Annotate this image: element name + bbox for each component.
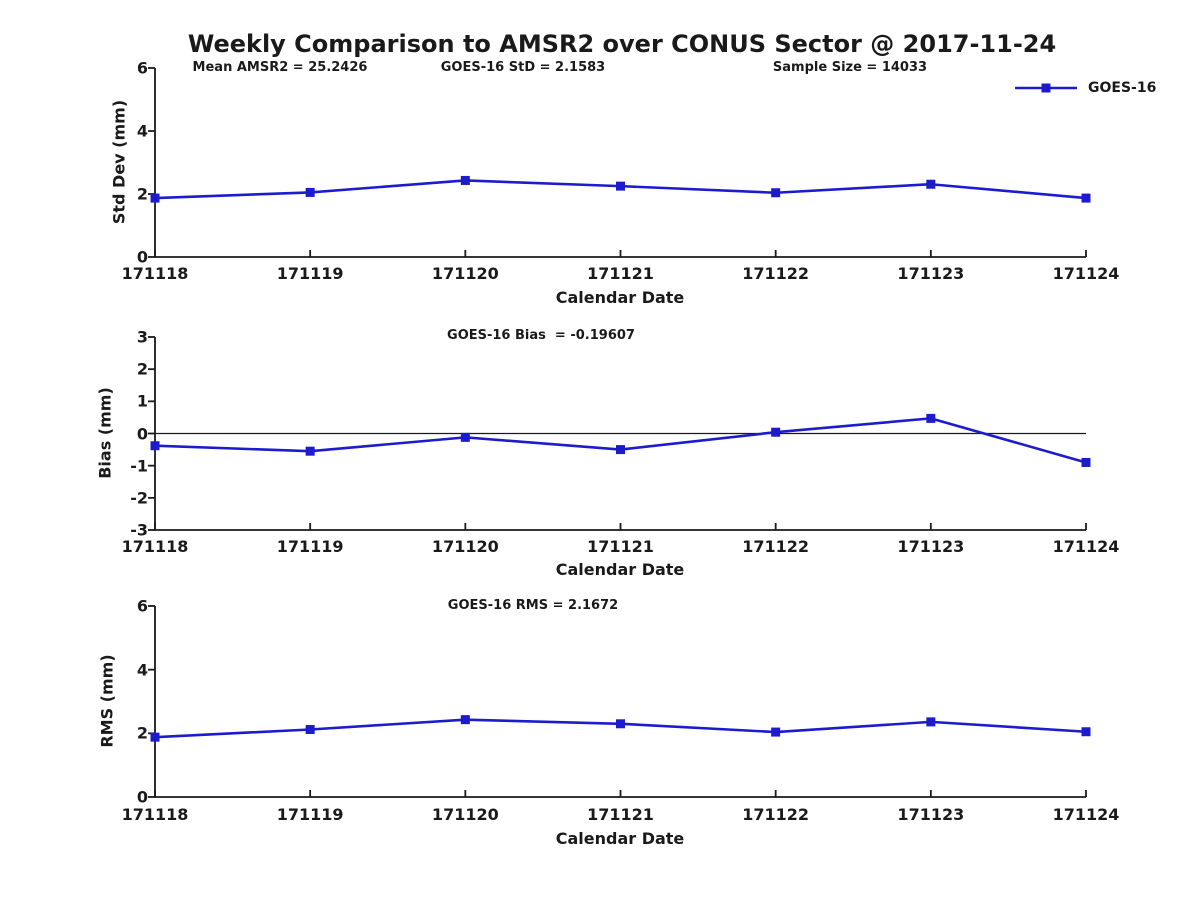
y-tick-label-std-dev: 4 [136,121,148,141]
x-tick-label-rms: 171121 [587,805,654,824]
data-point-marker [460,432,470,442]
x-tick-label-rms: 171119 [276,805,344,824]
x-axis-label-calendar-date-2: Calendar Date [555,560,685,579]
y-tick-label-rms: 2 [136,723,148,743]
y-tick-label-rms: 0 [136,787,148,807]
data-point-marker [771,727,781,737]
y-tick-label-rms: 4 [136,660,148,680]
x-tick-label-std-dev: 171120 [431,264,499,283]
data-point-marker [1081,193,1091,203]
y-tick-label-std-dev: 2 [136,184,148,204]
data-point-marker [305,187,315,197]
data-point-marker [771,188,781,198]
data-point-marker [771,427,781,437]
data-point-marker [926,717,936,727]
x-tick-label-rms: 171123 [897,805,965,824]
y-tick-label-bias: -3 [130,520,148,540]
x-axis-label-calendar-date-1: Calendar Date [555,288,685,307]
annotation-mean-amsr2: Mean AMSR2 = 25.2426 [192,60,368,75]
axis-rms [154,606,1086,798]
x-tick-label-bias: 171118 [121,537,189,556]
data-point-marker [926,413,936,423]
y-tick-label-std-dev: 0 [136,247,148,267]
x-tick-label-std-dev: 171119 [276,264,344,283]
x-tick-label-bias: 171120 [431,537,499,556]
legend-label: GOES-16 [1088,80,1157,96]
figure-title: Weekly Comparison to AMSR2 over CONUS Se… [187,30,1057,58]
x-tick-label-std-dev: 171124 [1052,264,1120,283]
y-tick-label-bias: -2 [130,488,148,508]
x-axis-label-calendar-date-3: Calendar Date [555,829,685,848]
x-tick-label-bias: 171122 [742,537,810,556]
x-tick-label-bias: 171119 [276,537,344,556]
x-tick-label-std-dev: 171122 [742,264,810,283]
data-point-marker [616,445,625,455]
x-tick-label-std-dev: 171118 [121,264,189,283]
y-tick-label-bias: 0 [136,424,148,443]
data-point-marker [1081,727,1091,737]
x-tick-label-bias: 171121 [587,537,654,556]
data-point-marker [926,179,936,189]
series-line-bias [154,417,1087,464]
data-point-marker [1081,457,1091,467]
data-point-marker [150,732,160,742]
y-axis-label-stddev: Std Dev (mm) [109,99,129,225]
x-tick-label-bias: 171124 [1052,537,1120,556]
annotation-sample-size: Sample Size = 14033 [772,60,928,75]
annotation-goes16-std: GOES-16 StD = 2.1583 [440,60,606,75]
data-point-marker [305,446,315,456]
x-tick-label-rms: 171120 [431,805,499,824]
data-point-marker [616,719,625,729]
x-tick-label-rms: 171118 [121,805,189,824]
data-point-marker [150,441,160,451]
annotation-goes16-rms: GOES-16 RMS = 2.1672 [447,598,619,613]
legend-line-marker-icon [1015,83,1077,93]
y-tick-label-bias: 2 [136,359,148,379]
x-tick-label-std-dev: 171123 [897,264,965,283]
y-tick-label-bias: 3 [136,327,148,347]
legend: GOES-16 [1012,78,1156,98]
data-point-marker [616,181,625,191]
y-tick-label-rms: 6 [136,596,148,616]
y-tick-label-std-dev: 6 [136,58,148,78]
data-point-marker [150,193,160,203]
x-tick-label-std-dev: 171121 [587,264,654,283]
x-tick-label-rms: 171124 [1052,805,1120,824]
data-point-marker [305,725,315,735]
axis-std-dev [154,68,1086,258]
annotation-goes16-bias: GOES-16 Bias = -0.19607 [447,328,635,343]
x-tick-label-bias: 171123 [897,537,965,556]
data-point-marker [460,175,470,185]
data-point-marker [460,715,470,725]
y-tick-label-bias: 1 [136,391,148,411]
x-tick-label-rms: 171122 [742,805,810,824]
y-tick-label-bias: -1 [130,456,148,476]
